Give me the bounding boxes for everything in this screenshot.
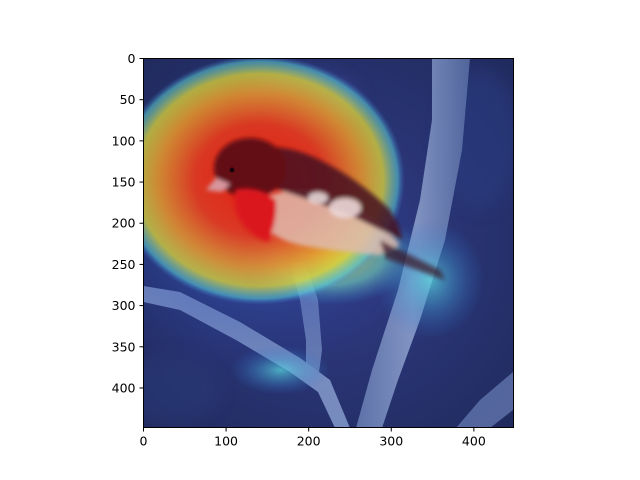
y-tick-label: 50 — [120, 92, 136, 107]
y-tick-label: 250 — [112, 257, 136, 272]
x-tick-label: 300 — [379, 434, 403, 449]
y-tick-label: 400 — [112, 380, 136, 395]
y-tick-label: 200 — [112, 216, 136, 231]
x-tick-label: 400 — [462, 434, 486, 449]
y-tick-label: 100 — [112, 133, 136, 148]
x-tick-label: 0 — [140, 434, 148, 449]
bird-breast — [234, 189, 277, 242]
y-tick-label: 300 — [112, 298, 136, 313]
y-tick-label: 150 — [112, 175, 136, 190]
y-tick-label: 350 — [112, 339, 136, 354]
bird — [206, 138, 445, 280]
bird-head — [214, 138, 286, 198]
y-tick-label: 0 — [128, 51, 136, 66]
bird-eye — [229, 167, 235, 173]
image-panel — [143, 58, 514, 428]
y-axis: 0 50 100 150 200 250 300 350 400 — [112, 51, 144, 395]
bird-beak — [206, 178, 230, 192]
x-tick-label: 100 — [214, 434, 238, 449]
axes-frame — [143, 58, 514, 428]
x-tick-label: 200 — [297, 434, 321, 449]
x-axis: 0 100 200 300 400 — [140, 427, 486, 449]
